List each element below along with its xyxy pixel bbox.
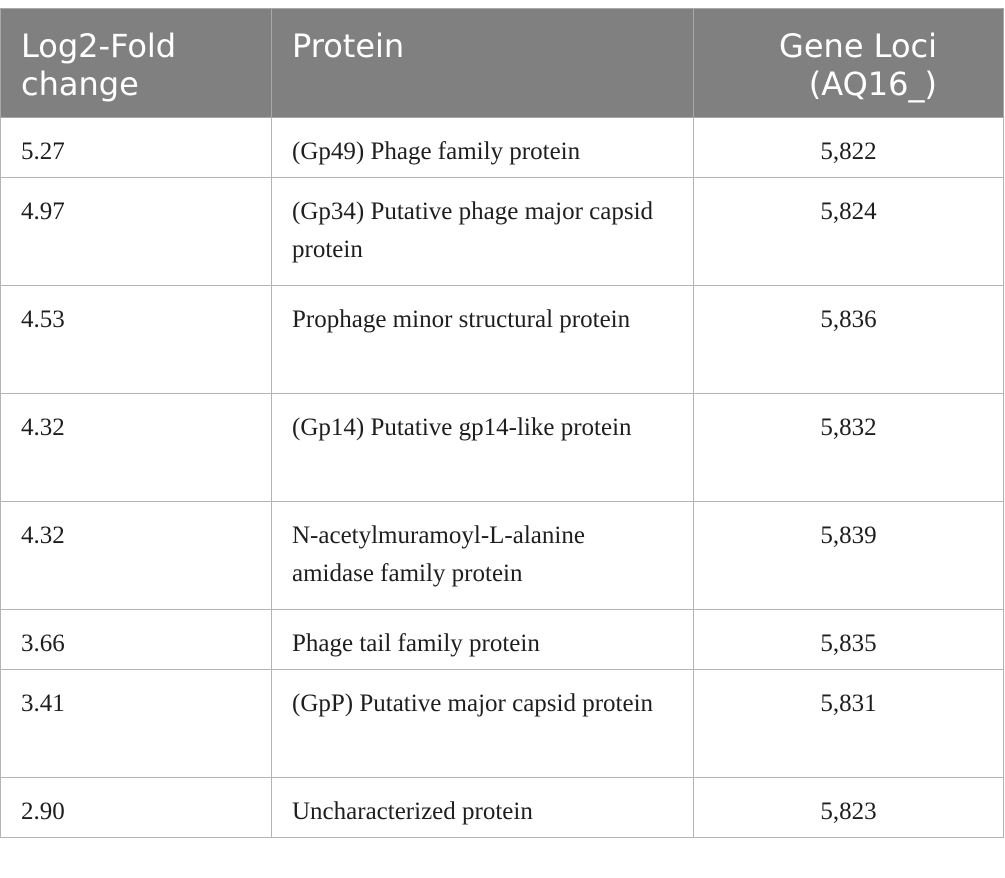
table-row: 3.41 (GpP) Putative major capsid protein… [0, 669, 1004, 778]
cell-gene-loci: 5,832 [693, 393, 1004, 502]
table-row: 4.32 (Gp14) Putative gp14-like protein 5… [0, 393, 1004, 502]
cell-protein: (Gp34) Putative phage major capsid prote… [271, 177, 694, 286]
cell-fold-change: 4.53 [0, 285, 272, 394]
header-fold-change: Log2-Fold change [0, 8, 272, 118]
data-table-container: Log2-Fold change Protein Gene Loci (AQ16… [0, 8, 1004, 838]
cell-protein: (Gp14) Putative gp14-like protein [271, 393, 694, 502]
cell-fold-change: 4.32 [0, 501, 272, 610]
cell-protein: Uncharacterized protein [271, 777, 694, 838]
cell-gene-loci: 5,822 [693, 117, 1004, 178]
cell-protein: Prophage minor structural protein [271, 285, 694, 394]
table-row: 2.90 Uncharacterized protein 5,823 [0, 777, 1004, 838]
cell-gene-loci: 5,824 [693, 177, 1004, 286]
header-protein: Protein [271, 8, 694, 118]
table-row: 4.97 (Gp34) Putative phage major capsid … [0, 177, 1004, 286]
data-table: Log2-Fold change Protein Gene Loci (AQ16… [0, 8, 1004, 838]
cell-gene-loci: 5,836 [693, 285, 1004, 394]
cell-gene-loci: 5,831 [693, 669, 1004, 778]
table-body: 5.27 (Gp49) Phage family protein 5,822 4… [0, 117, 1004, 838]
cell-fold-change: 2.90 [0, 777, 272, 838]
cell-fold-change: 5.27 [0, 117, 272, 178]
cell-fold-change: 4.32 [0, 393, 272, 502]
cell-fold-change: 3.41 [0, 669, 272, 778]
table-row: 3.66 Phage tail family protein 5,835 [0, 609, 1004, 670]
cell-fold-change: 4.97 [0, 177, 272, 286]
cell-gene-loci: 5,823 [693, 777, 1004, 838]
cell-protein: N-acetylmuramoyl-L-alanine amidase famil… [271, 501, 694, 610]
table-row: 4.53 Prophage minor structural protein 5… [0, 285, 1004, 394]
cell-protein: (Gp49) Phage family protein [271, 117, 694, 178]
table-row: 5.27 (Gp49) Phage family protein 5,822 [0, 117, 1004, 178]
cell-gene-loci: 5,835 [693, 609, 1004, 670]
cell-gene-loci: 5,839 [693, 501, 1004, 610]
cell-fold-change: 3.66 [0, 609, 272, 670]
cell-protein: (GpP) Putative major capsid protein [271, 669, 694, 778]
table-row: 4.32 N-acetylmuramoyl-L-alanine amidase … [0, 501, 1004, 610]
header-gene-loci: Gene Loci (AQ16_) [693, 8, 1004, 118]
header-row: Log2-Fold change Protein Gene Loci (AQ16… [0, 8, 1004, 118]
cell-protein: Phage tail family protein [271, 609, 694, 670]
table-header: Log2-Fold change Protein Gene Loci (AQ16… [0, 8, 1004, 118]
